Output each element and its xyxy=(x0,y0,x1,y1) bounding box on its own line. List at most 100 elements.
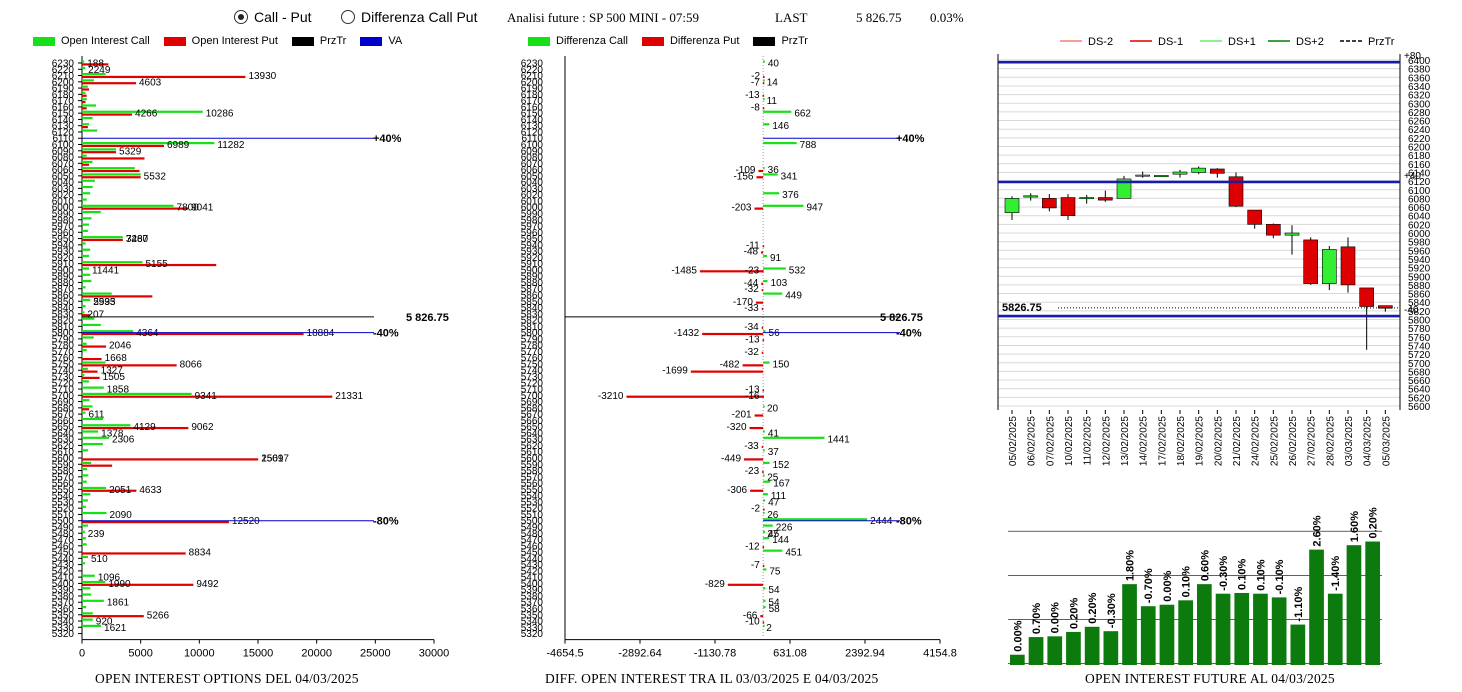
radio-differenza[interactable]: Differenza Call Put xyxy=(341,9,477,25)
candle-body xyxy=(1303,239,1318,284)
diff-bar xyxy=(763,430,765,433)
y-tick-label: 6260 xyxy=(1408,117,1431,128)
strike-tick-label: 5930 xyxy=(521,247,544,258)
call-bar xyxy=(82,317,95,320)
put-bar xyxy=(82,464,113,467)
call-bar xyxy=(82,537,86,540)
diff-bar xyxy=(763,110,792,113)
oi-value-label: 11282 xyxy=(217,140,245,151)
strike-tick-label: 5430 xyxy=(521,560,544,571)
oi-future-label: 0.20% xyxy=(1368,507,1380,538)
diff-bar xyxy=(762,339,765,342)
diff-value-label: 58 xyxy=(769,604,781,615)
diff-value-label: 150 xyxy=(773,359,790,370)
diff-value-label: -1699 xyxy=(662,366,688,377)
call-bar xyxy=(82,185,93,189)
candle-body xyxy=(1079,197,1094,200)
call-bar xyxy=(82,580,106,584)
call-bar xyxy=(82,449,88,452)
call-bar xyxy=(82,267,90,270)
x-tick-label: -2892.64 xyxy=(618,648,661,660)
diff-bar xyxy=(763,405,765,408)
date-tick-label: 14/02/2025 xyxy=(1139,416,1150,466)
oi-future-label: 0.00% xyxy=(1050,602,1062,633)
strike-tick-label: 5350 xyxy=(52,610,75,621)
candle-body xyxy=(1247,209,1262,225)
strike-tick-label: 5520 xyxy=(521,504,544,515)
call-bar xyxy=(82,367,88,370)
diff-bar xyxy=(699,270,764,273)
diff-value-label: 37 xyxy=(768,447,780,458)
oi-value-label: 4129 xyxy=(133,422,156,433)
strike-tick-label: 5940 xyxy=(521,240,544,251)
oi-value-label: 1621 xyxy=(104,623,127,634)
radio-differenza-dot[interactable] xyxy=(341,10,355,24)
diff-value-label: 662 xyxy=(794,109,811,120)
call-bar xyxy=(82,392,192,396)
put-bar xyxy=(82,364,177,367)
put-bar xyxy=(82,176,141,179)
y-tick-label: 5840 xyxy=(1408,298,1431,309)
oi-value-label: 1668 xyxy=(105,353,128,364)
call-bar xyxy=(82,330,134,333)
y-tick-label: 6180 xyxy=(1408,151,1431,162)
candle-body xyxy=(1228,176,1244,207)
call-bar xyxy=(82,599,104,602)
strike-tick-label: 5900 xyxy=(52,265,75,276)
diff-value-label: -156 xyxy=(733,171,753,182)
diff-value-label: 226 xyxy=(776,522,793,533)
strike-tick-label: 5870 xyxy=(521,284,544,295)
candle-body xyxy=(1004,198,1020,213)
oi-value-label: 1327 xyxy=(101,366,124,377)
diff-bar xyxy=(763,493,768,496)
strike-tick-label: 5790 xyxy=(521,334,544,345)
call-bar xyxy=(82,148,117,151)
oi-future-label: -1.40% xyxy=(1330,556,1342,591)
legend-label: VA xyxy=(388,35,403,47)
oi-future-bar xyxy=(1178,600,1193,665)
strike-tick-label: 5830 xyxy=(52,309,75,320)
radio-call-put-dot[interactable] xyxy=(234,10,248,24)
legend-diff: Differenza Call Differenza Put PrzTr xyxy=(528,35,822,47)
strike-tick-label: 5430 xyxy=(52,560,75,571)
put-bar xyxy=(82,238,123,242)
oi-future-bar xyxy=(1309,549,1324,665)
call-bar xyxy=(82,399,90,402)
y-tick-label: 5960 xyxy=(1408,246,1431,257)
radio-call-put[interactable]: Call - Put xyxy=(234,9,312,25)
strike-tick-label: 5730 xyxy=(52,372,75,383)
oi-value-label: 9492 xyxy=(196,579,219,590)
put-bar xyxy=(82,458,259,461)
strike-tick-label: 5580 xyxy=(52,466,75,477)
diff-value-label: 47 xyxy=(768,497,780,508)
oi-value-label: 2306 xyxy=(112,435,135,446)
oi-options-chart: 6230622062106200619061806170616061506140… xyxy=(52,56,449,660)
strike-tick-label: 5340 xyxy=(521,617,544,628)
diff-value-label: 40 xyxy=(768,59,780,70)
candle-body xyxy=(1322,249,1337,284)
diff-bar xyxy=(762,389,765,392)
diff-value-label: 144 xyxy=(772,535,789,546)
oi-future-bar xyxy=(1066,631,1081,665)
y-tick-label: 6240 xyxy=(1408,125,1431,136)
strike-tick-label: 5840 xyxy=(52,303,75,314)
strike-tick-label: 5530 xyxy=(521,497,544,508)
diff-bar xyxy=(763,511,765,515)
oi-value-label: 13930 xyxy=(248,71,276,82)
oi-future-bar xyxy=(1159,604,1175,665)
date-tick-label: 19/02/2025 xyxy=(1195,416,1206,466)
put-bar xyxy=(82,100,86,104)
diff-bar xyxy=(762,564,765,568)
strike-tick-label: 5910 xyxy=(52,259,75,270)
y-tick-label: 6300 xyxy=(1408,99,1431,110)
strike-tick-label: 5400 xyxy=(521,579,544,590)
diff-bar xyxy=(762,94,765,97)
call-bar xyxy=(82,173,141,176)
y-tick-label: 6160 xyxy=(1408,160,1431,171)
strike-tick-label: 5920 xyxy=(52,253,75,264)
strike-tick-label: 5470 xyxy=(521,535,544,546)
oi-future-label: 0.10% xyxy=(1255,559,1267,590)
call-bar xyxy=(82,587,91,590)
radio-differenza-label: Differenza Call Put xyxy=(361,9,478,25)
candle-body xyxy=(1284,232,1300,236)
